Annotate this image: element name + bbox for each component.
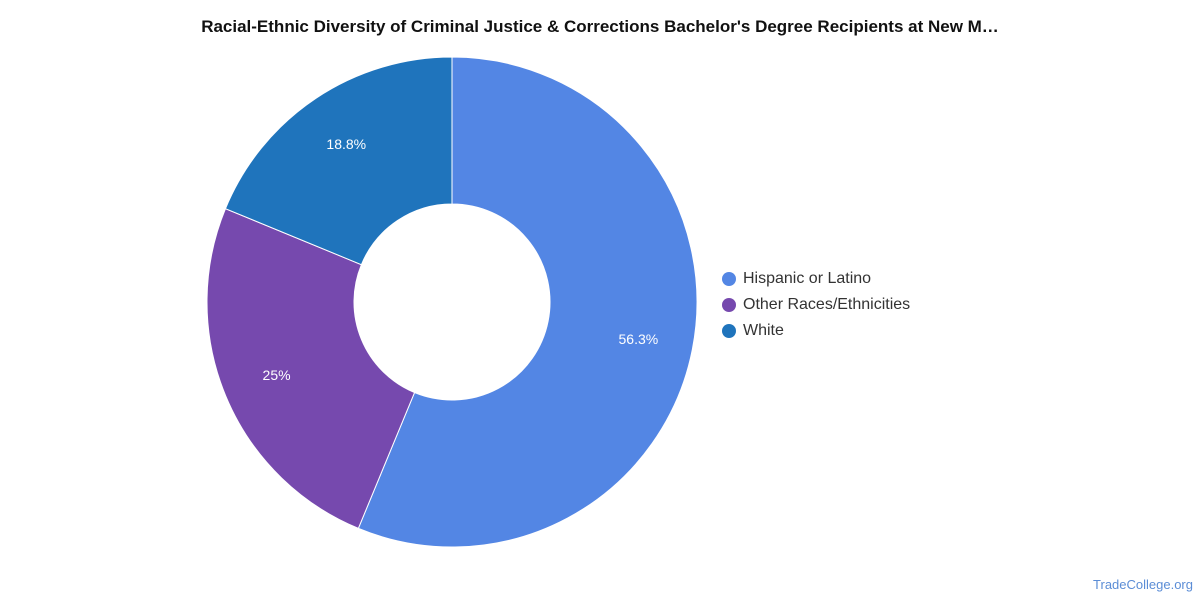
chart-title: Racial-Ethnic Diversity of Criminal Just… bbox=[201, 17, 999, 36]
slice-labels-group: 56.3% 25% 18.8% bbox=[263, 136, 659, 383]
legend: Hispanic or Latino Other Races/Ethniciti… bbox=[722, 266, 910, 344]
legend-swatch bbox=[722, 298, 736, 312]
legend-label: Other Races/Ethnicities bbox=[743, 296, 911, 313]
slices-group bbox=[206, 56, 698, 548]
legend-label: White bbox=[743, 322, 784, 339]
legend-swatch bbox=[722, 324, 736, 338]
slice-white[interactable] bbox=[224, 56, 453, 266]
legend-label: Hispanic or Latino bbox=[743, 270, 872, 287]
slice-value-label: 56.3% bbox=[619, 331, 659, 347]
legend-swatch bbox=[722, 272, 736, 286]
slice-hispanic-or-latino[interactable] bbox=[357, 56, 698, 548]
legend-item-hispanic-or-latino[interactable]: Hispanic or Latino bbox=[722, 266, 910, 292]
slice-other-races-ethnicities[interactable] bbox=[206, 208, 416, 530]
slice-value-label: 18.8% bbox=[326, 136, 366, 152]
watermark-link[interactable]: TradeCollege.org bbox=[1093, 577, 1193, 592]
slice-value-label: 25% bbox=[263, 367, 291, 383]
legend-item-other-races-ethnicities[interactable]: Other Races/Ethnicities bbox=[722, 292, 910, 318]
legend-item-white[interactable]: White bbox=[722, 318, 910, 344]
